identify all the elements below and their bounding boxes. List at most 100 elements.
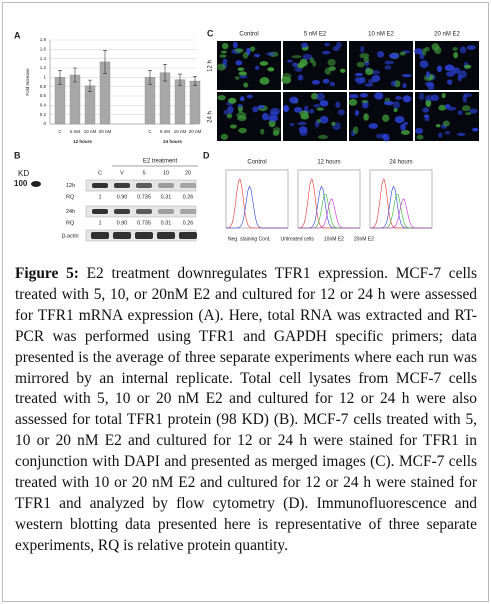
- cell: [289, 122, 295, 127]
- cell: [322, 78, 330, 84]
- cell: [403, 121, 409, 125]
- cell: [441, 93, 446, 99]
- cell: [453, 51, 458, 59]
- y-tick-label: 0: [43, 121, 46, 126]
- cell: [282, 72, 292, 80]
- cell: [268, 115, 279, 122]
- cell: [435, 124, 441, 128]
- cell: [226, 113, 233, 119]
- column-label: 20 nM E2: [434, 32, 460, 38]
- cell: [354, 72, 363, 77]
- y-axis-label: Fold Increase: [25, 68, 30, 96]
- blot-band: [92, 209, 108, 214]
- cell: [297, 62, 305, 69]
- cell: [400, 123, 406, 131]
- cell: [383, 101, 394, 106]
- marker-band: [31, 181, 41, 187]
- cell: [384, 65, 392, 70]
- error-bar: [58, 70, 62, 85]
- cell: [238, 127, 247, 134]
- cell: [219, 54, 227, 58]
- cell: [220, 133, 229, 140]
- cell: [329, 81, 336, 87]
- error-bar: [178, 73, 182, 86]
- cell: [340, 68, 346, 73]
- cell: [431, 43, 440, 51]
- rq-value: 0.31: [161, 220, 172, 226]
- cell: [228, 97, 237, 104]
- cell: [394, 115, 405, 124]
- cell: [422, 107, 429, 113]
- micrograph: [349, 41, 413, 90]
- cell: [418, 92, 425, 101]
- lane-label: C: [98, 170, 102, 176]
- cell: [469, 108, 478, 114]
- blot-band: [158, 209, 174, 214]
- cell: [322, 50, 331, 55]
- y-tick-label: 0.2: [40, 112, 47, 117]
- row-label: 24h: [66, 209, 75, 215]
- cell: [227, 106, 234, 114]
- cell: [359, 76, 366, 84]
- cell: [265, 51, 275, 56]
- cell: [332, 46, 340, 52]
- blot-heading: E2 treatment: [143, 159, 178, 165]
- x-tick-label: C: [58, 129, 62, 134]
- cell: [462, 94, 467, 103]
- cell: [363, 56, 370, 64]
- cell: [235, 60, 243, 66]
- panel-label: A: [14, 30, 21, 40]
- cell: [466, 45, 476, 50]
- cell: [444, 104, 451, 109]
- cell: [239, 96, 245, 102]
- blot-band: [92, 183, 108, 188]
- caption-text: E2 treatment downregulates TFR1 expressi…: [15, 265, 477, 554]
- cell: [297, 74, 304, 81]
- cell: [361, 100, 369, 104]
- kd-value: 100: [14, 179, 28, 188]
- cell: [249, 46, 256, 52]
- panel-label: D: [203, 150, 210, 160]
- cell: [457, 132, 466, 136]
- y-tick-label: 1.4: [40, 56, 47, 61]
- x-tick-label: 20 nM: [99, 129, 112, 134]
- blot-band: [136, 209, 152, 214]
- cell: [324, 67, 332, 75]
- cell: [327, 59, 336, 66]
- cell: [348, 94, 359, 99]
- cell: [291, 55, 302, 59]
- cell: [221, 50, 227, 54]
- cell: [389, 53, 400, 59]
- cell: [237, 67, 245, 71]
- flow-panel-title: Control: [247, 160, 266, 166]
- lane-label: 10: [163, 170, 169, 176]
- cell: [461, 105, 471, 112]
- cell: [239, 74, 248, 79]
- cell: [423, 114, 430, 119]
- bar: [174, 79, 186, 125]
- cell: [309, 108, 315, 114]
- blot-band: [179, 232, 197, 239]
- rq-value: 0.735: [137, 194, 151, 200]
- caption-label: Figure 5:: [15, 265, 79, 282]
- legend-entry: Neg. staining Cont.: [228, 236, 271, 242]
- blot-band: [114, 209, 130, 214]
- cell: [316, 107, 324, 111]
- blot-band: [114, 183, 130, 188]
- cell: [302, 53, 313, 60]
- cell: [259, 77, 270, 85]
- x-tick-label: 5 nM: [70, 129, 80, 134]
- cell: [234, 48, 244, 53]
- blot-band: [157, 232, 175, 239]
- micrograph: [415, 92, 479, 141]
- cell: [317, 134, 328, 140]
- error-bar: [73, 67, 77, 83]
- micrograph: [348, 92, 413, 142]
- cell: [374, 92, 384, 100]
- cell: [319, 115, 329, 124]
- cell: [337, 109, 345, 116]
- cell: [257, 105, 265, 109]
- blot-band: [136, 183, 152, 188]
- cell: [444, 131, 451, 135]
